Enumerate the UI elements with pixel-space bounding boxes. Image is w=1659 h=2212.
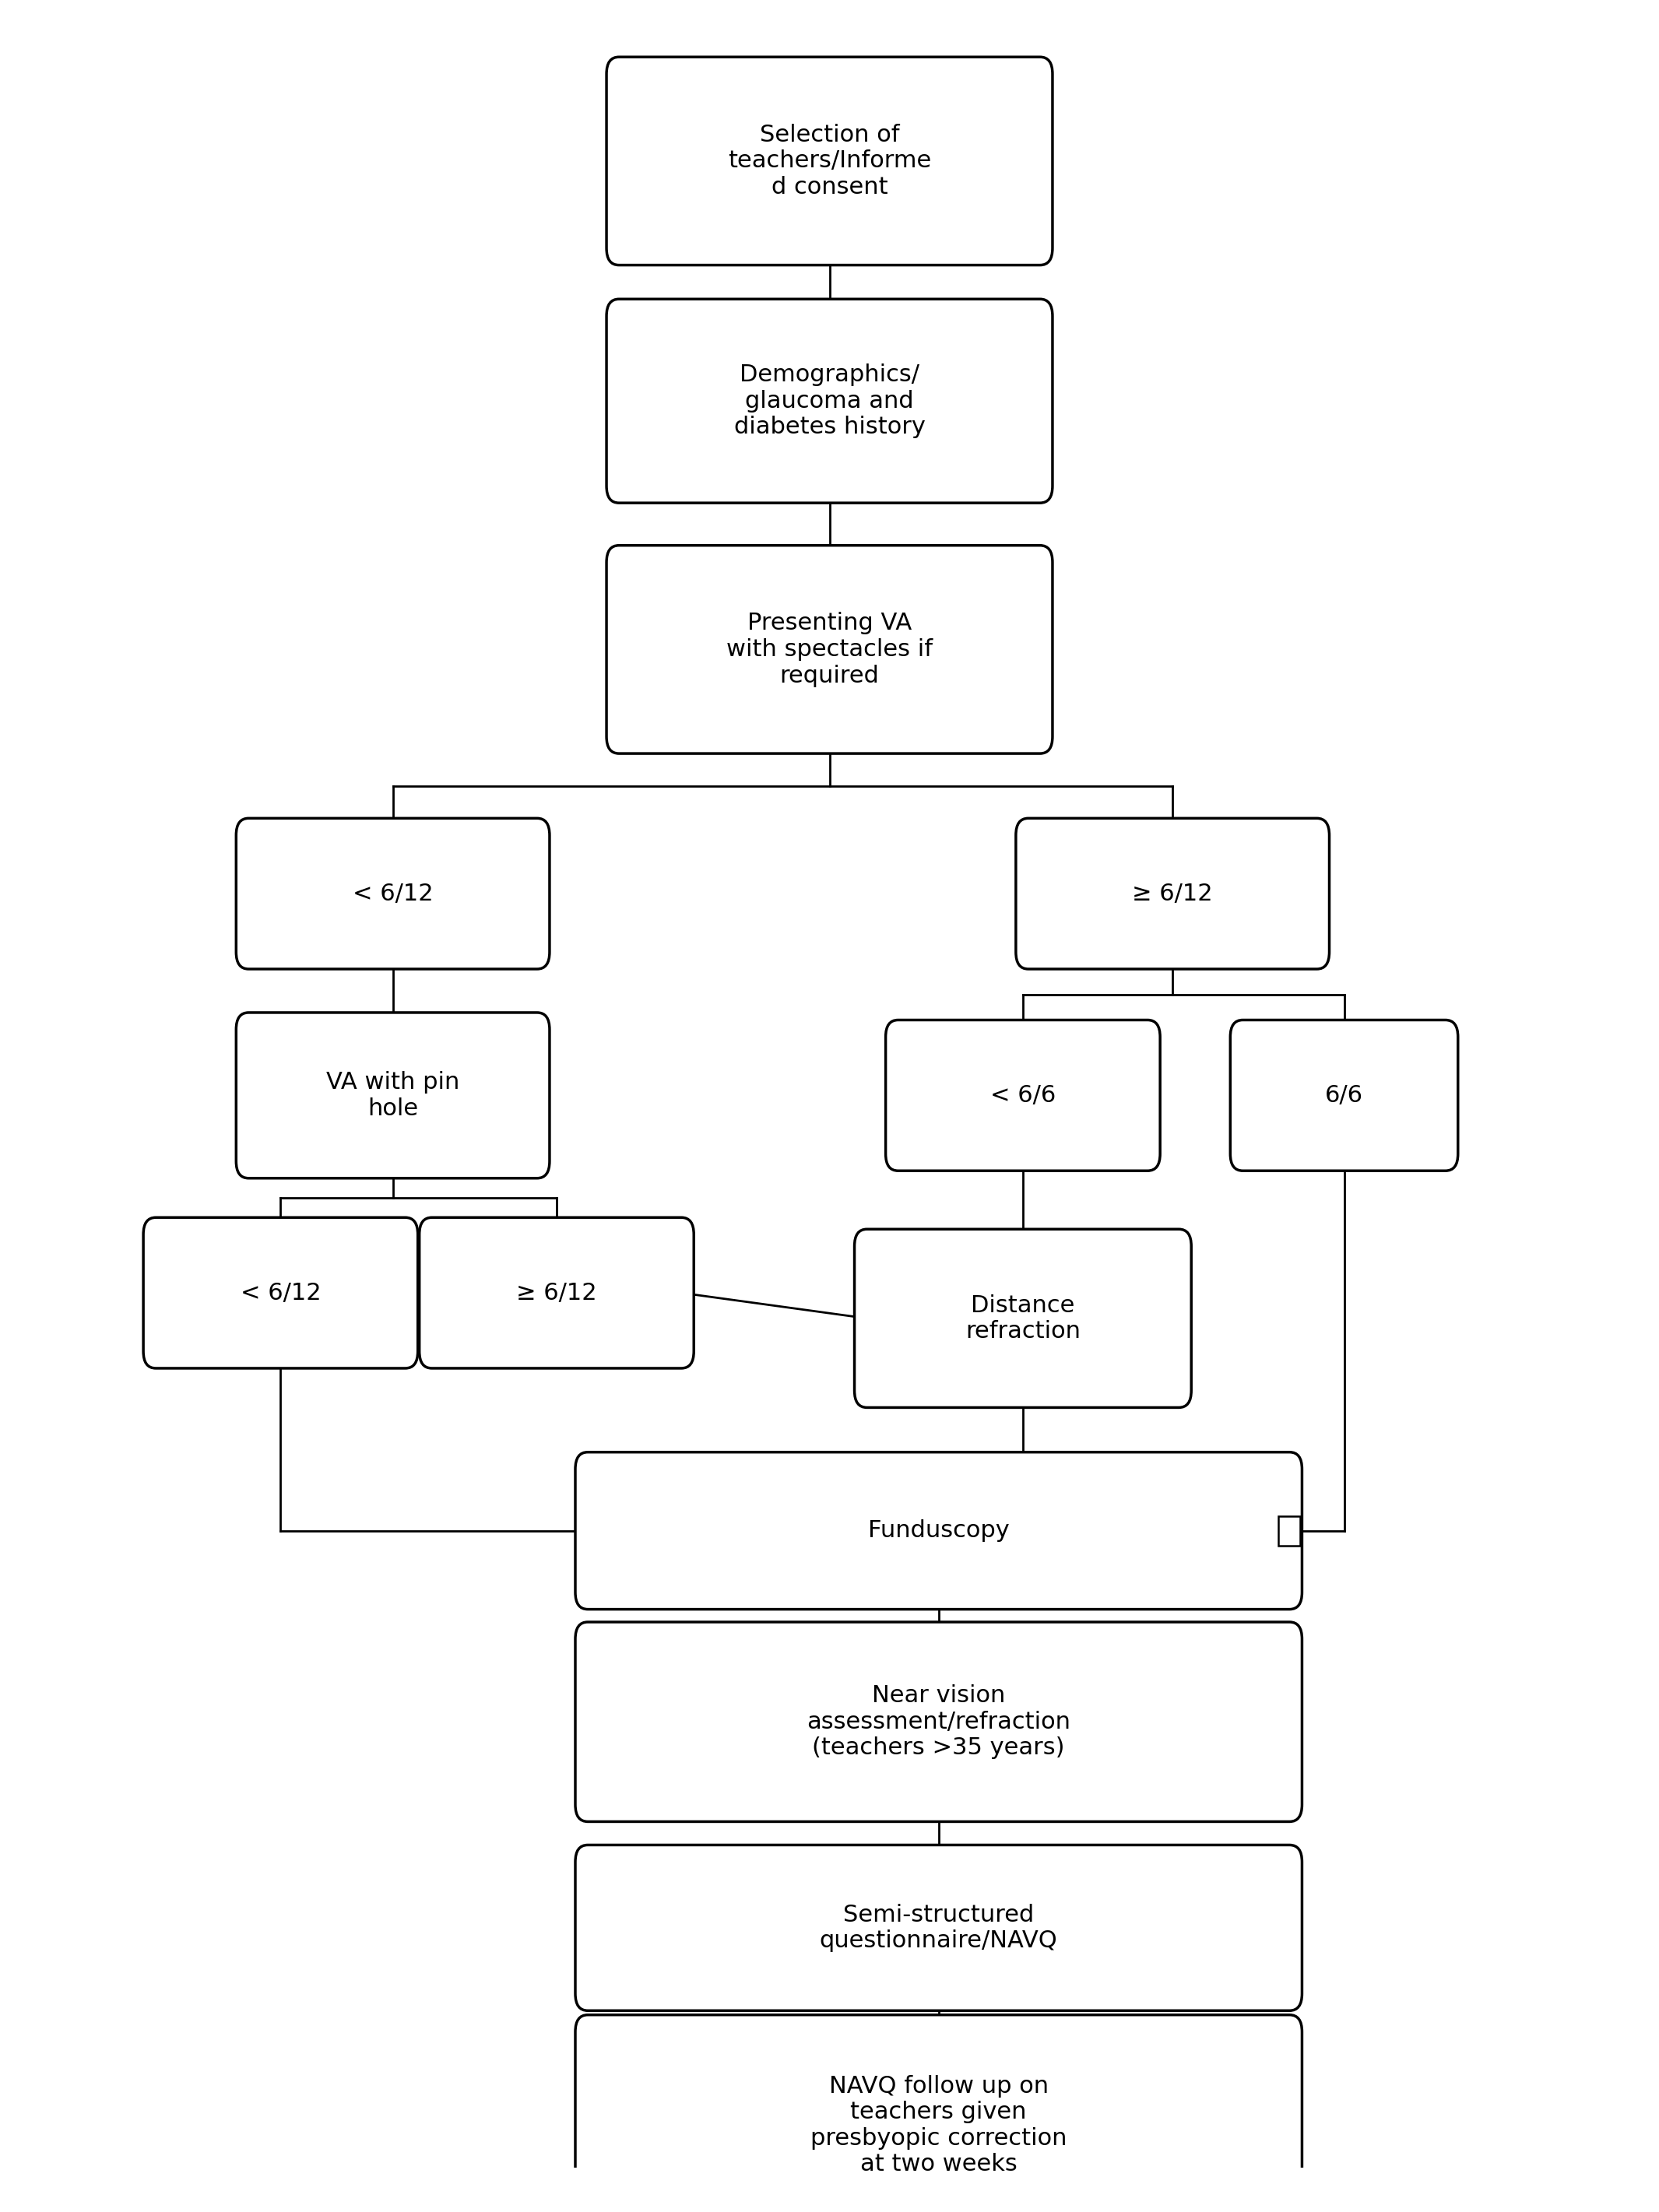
Bar [1279, 1515, 1301, 1546]
FancyBboxPatch shape [420, 1217, 693, 1369]
Text: Near vision
assessment/refraction
(teachers >35 years): Near vision assessment/refraction (teach… [806, 1683, 1070, 1759]
Text: ≥ 6/12: ≥ 6/12 [1131, 883, 1213, 905]
FancyBboxPatch shape [576, 1621, 1302, 1823]
Text: < 6/6: < 6/6 [990, 1084, 1055, 1106]
Text: Selection of
teachers/Informe
d consent: Selection of teachers/Informe d consent [728, 124, 931, 199]
Text: ≥ 6/12: ≥ 6/12 [516, 1281, 597, 1305]
Text: < 6/12: < 6/12 [352, 883, 433, 905]
FancyBboxPatch shape [607, 546, 1052, 754]
FancyBboxPatch shape [576, 1451, 1302, 1610]
FancyBboxPatch shape [886, 1020, 1160, 1170]
Text: NAVQ follow up on
teachers given
presbyopic correction
at two weeks: NAVQ follow up on teachers given presbyo… [810, 2075, 1067, 2177]
Text: < 6/12: < 6/12 [241, 1281, 320, 1305]
Text: VA with pin
hole: VA with pin hole [327, 1071, 460, 1119]
Text: Semi-structured
questionnaire/NAVQ: Semi-structured questionnaire/NAVQ [820, 1905, 1058, 1953]
FancyBboxPatch shape [236, 818, 549, 969]
FancyBboxPatch shape [1231, 1020, 1458, 1170]
FancyBboxPatch shape [854, 1230, 1191, 1407]
Text: Distance
refraction: Distance refraction [966, 1294, 1080, 1343]
FancyBboxPatch shape [607, 58, 1052, 265]
Text: Demographics/
glaucoma and
diabetes history: Demographics/ glaucoma and diabetes hist… [733, 363, 926, 438]
FancyBboxPatch shape [1015, 818, 1329, 969]
FancyBboxPatch shape [236, 1013, 549, 1179]
FancyBboxPatch shape [143, 1217, 418, 1369]
FancyBboxPatch shape [607, 299, 1052, 502]
Text: Presenting VA
with spectacles if
required: Presenting VA with spectacles if require… [727, 613, 932, 688]
FancyBboxPatch shape [576, 2015, 1302, 2212]
FancyBboxPatch shape [576, 1845, 1302, 2011]
Text: Funduscopy: Funduscopy [868, 1520, 1009, 1542]
Text: 6/6: 6/6 [1326, 1084, 1364, 1106]
